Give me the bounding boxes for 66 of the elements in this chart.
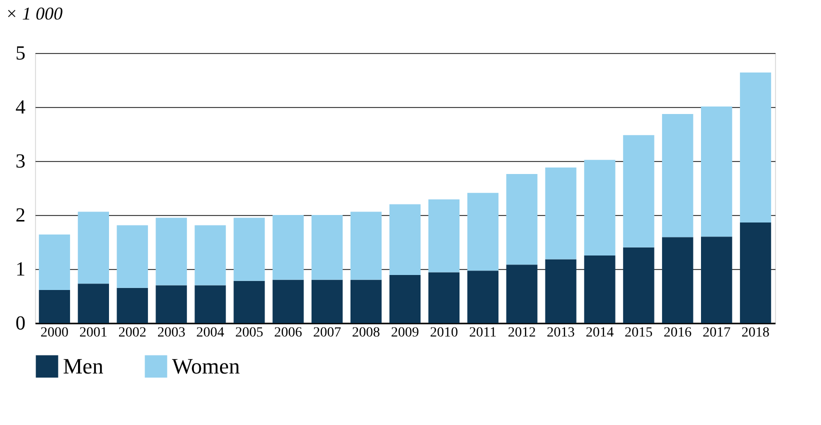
x-tick-label: 2014 <box>586 326 614 340</box>
bar <box>78 284 109 323</box>
x-tick-label: 2016 <box>664 326 692 340</box>
bar <box>428 272 460 323</box>
x-tick-label: 2007 <box>313 326 342 340</box>
bar <box>467 192 498 271</box>
bar <box>312 280 343 323</box>
bar <box>38 234 70 290</box>
bar <box>662 114 694 238</box>
bar <box>116 288 148 323</box>
bar <box>389 274 421 323</box>
bar <box>389 204 421 275</box>
bar <box>740 72 772 223</box>
x-tick-label: 2008 <box>352 326 380 340</box>
y-tick-label: 1 <box>16 258 26 280</box>
bar <box>78 212 109 284</box>
bar <box>350 280 382 323</box>
x-tick-label: 2018 <box>742 326 770 340</box>
bar <box>545 167 576 260</box>
bar <box>156 218 187 286</box>
bar <box>234 280 265 323</box>
bar <box>312 215 343 280</box>
bar <box>234 218 265 281</box>
x-tick-label: 2013 <box>546 326 575 340</box>
bar <box>584 256 616 323</box>
x-tick-label: 2010 <box>430 326 458 340</box>
y-axis-title: × 1 000 <box>6 4 63 24</box>
x-tick-label: 2017 <box>702 326 731 340</box>
x-tick-label: 2015 <box>624 326 653 340</box>
x-tick-label: 2012 <box>508 326 536 340</box>
x-tick-label: 2003 <box>157 326 186 340</box>
y-tick-label: 0 <box>16 312 26 334</box>
x-tick-label: 2004 <box>196 326 224 340</box>
x-tick-label: 2009 <box>391 326 419 340</box>
bar <box>350 212 382 280</box>
y-tick-label: 5 <box>16 42 26 64</box>
x-tick-label: 2002 <box>118 326 146 340</box>
x-tick-label: 2001 <box>79 326 108 340</box>
bar <box>506 264 538 323</box>
bar <box>740 222 772 323</box>
bar <box>116 225 148 288</box>
bar <box>38 290 70 323</box>
bar <box>194 225 226 286</box>
bar <box>662 237 694 323</box>
x-tick-label: 2006 <box>274 326 302 340</box>
bar <box>467 270 498 323</box>
x-tick-label: 2011 <box>469 326 497 340</box>
bar <box>194 285 226 323</box>
bar <box>506 174 538 265</box>
legend-label: Men <box>63 353 104 378</box>
bar <box>545 259 576 323</box>
y-tick-label: 2 <box>16 204 26 226</box>
x-tick-label: 2000 <box>40 326 68 340</box>
bar <box>272 215 304 280</box>
y-tick-label: 3 <box>16 150 26 172</box>
y-tick-label: 4 <box>16 96 26 118</box>
bar <box>156 285 187 323</box>
bar <box>623 247 654 323</box>
legend-label: Women <box>172 353 240 378</box>
bar <box>272 280 304 323</box>
bar <box>584 160 616 256</box>
bar <box>428 199 460 272</box>
bar <box>701 106 732 237</box>
bar <box>701 236 732 323</box>
x-tick-label: 2005 <box>235 326 264 340</box>
bar <box>623 135 654 248</box>
